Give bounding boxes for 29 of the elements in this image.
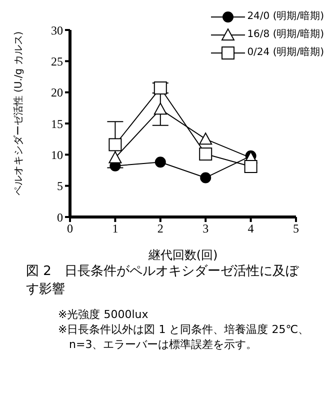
point bbox=[199, 132, 212, 145]
x-tick-label: 5 bbox=[293, 222, 299, 236]
text: ※日長条件以外は図 1 と同条件、培養温度 25℃、n=3、エラーバーは標準誤差を示す。 bbox=[58, 322, 310, 352]
y-axis-title: ペルオキシダーゼ活性 (U./g カルス) bbox=[12, 31, 24, 196]
x-tick-label: 2 bbox=[157, 222, 164, 236]
legend-label: 0/24 (明期/暗期) bbox=[247, 46, 324, 60]
y-tick-label: 5 bbox=[57, 179, 63, 194]
text: ※光強度 5000lux bbox=[58, 307, 150, 322]
y-tick-label: 25 bbox=[51, 54, 63, 68]
point bbox=[108, 138, 122, 152]
y-tick-label: 0 bbox=[57, 210, 63, 224]
x-tick-label: 1 bbox=[112, 222, 118, 236]
point bbox=[108, 151, 122, 164]
point bbox=[154, 102, 167, 115]
point bbox=[199, 148, 212, 161]
text: 図 2 日長条件がペルオキシダーゼ活性に及ぼす影響 bbox=[25, 263, 300, 299]
y-tick-label: 15 bbox=[51, 116, 63, 131]
y-tick-label: 20 bbox=[51, 86, 63, 100]
point bbox=[244, 160, 258, 174]
x-axis-title: 継代回数(回) bbox=[147, 248, 218, 262]
legend-label: 16/8 (明期/暗期) bbox=[247, 28, 324, 42]
x-tick-label: 3 bbox=[202, 222, 209, 236]
point bbox=[154, 156, 166, 168]
x-tick-label: 4 bbox=[248, 222, 254, 236]
legend-label: 24/0 (明期/暗期) bbox=[247, 10, 324, 24]
y-tick-label: 30 bbox=[51, 23, 63, 38]
y-tick-label: 10 bbox=[51, 148, 63, 162]
x-tick-label: 0 bbox=[67, 222, 73, 236]
point bbox=[200, 172, 212, 184]
